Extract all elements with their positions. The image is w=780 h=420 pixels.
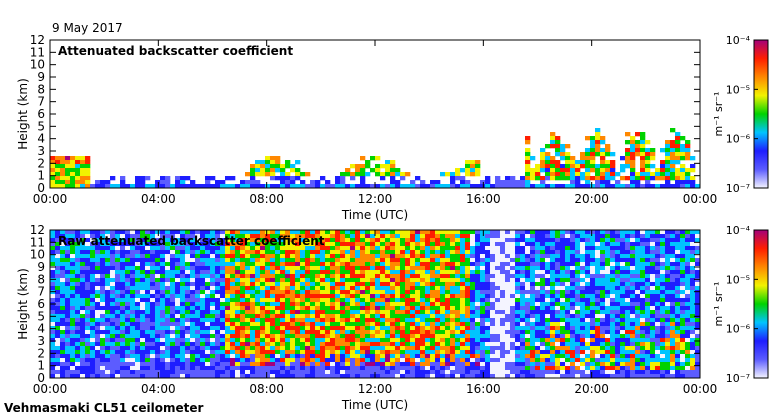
y-tick-label: 10	[30, 248, 45, 262]
y-tick-label: 4	[37, 132, 45, 146]
instrument-label: Vehmasmaki CL51 ceilometer	[4, 401, 204, 415]
y-tick-label: 3	[37, 144, 45, 158]
colorbar-tick-label: 10⁻⁷	[726, 372, 750, 385]
colorbar-gradient	[753, 229, 769, 379]
y-tick-label: 10	[30, 58, 45, 72]
colorbar-unit-label: m⁻¹ sr⁻¹	[712, 92, 725, 137]
y-tick-label: 5	[37, 309, 45, 323]
colorbar-tick-label: 10⁻⁶	[726, 133, 751, 146]
x-axis-label: Time (UTC)	[341, 398, 408, 412]
y-tick-label: 8	[37, 82, 45, 96]
y-tick-label: 8	[37, 272, 45, 286]
x-tick-label: 00:00	[683, 192, 718, 206]
x-tick-label: 12:00	[358, 192, 393, 206]
y-axis-label: Height (km)	[16, 268, 30, 339]
colorbar-1: 10⁻⁴ 10⁻⁵ 10⁻⁶ 10⁻⁷ m⁻¹ sr⁻¹	[712, 34, 769, 195]
y-tick-label: 2	[37, 156, 45, 170]
colorbar-tick-label: 10⁻⁵	[726, 83, 750, 96]
y-tick-label: 12	[30, 223, 45, 237]
colorbar-tick-label: 10⁻⁴	[726, 34, 751, 47]
panel-title: Raw attenuated backscatter coefficient	[58, 234, 325, 248]
x-tick-label: 08:00	[249, 382, 284, 396]
y-tick-label: 3	[37, 334, 45, 348]
x-tick-label: 08:00	[249, 192, 284, 206]
heatmap-cells	[50, 230, 701, 379]
y-tick-label: 4	[37, 322, 45, 336]
y-tick-label: 11	[30, 45, 45, 59]
y-tick-label: 5	[37, 119, 45, 133]
heatmap-cells	[50, 128, 701, 189]
x-tick-label: 12:00	[358, 382, 393, 396]
y-tick-label: 9	[37, 260, 45, 274]
x-tick-label: 16:00	[466, 382, 501, 396]
y-tick-label: 0	[37, 371, 45, 385]
y-tick-label: 9	[37, 70, 45, 84]
y-tick-label: 11	[30, 235, 45, 249]
colorbar-2: 10⁻⁴ 10⁻⁵ 10⁻⁶ 10⁻⁷ m⁻¹ sr⁻¹	[712, 224, 769, 385]
colorbar-unit-label: m⁻¹ sr⁻¹	[712, 282, 725, 327]
date-label: 9 May 2017	[52, 21, 123, 35]
y-tick-label: 7	[37, 285, 45, 299]
y-tick-label: 1	[37, 169, 45, 183]
x-tick-label: 20:00	[574, 192, 609, 206]
x-tick-label: 00:00	[33, 192, 68, 206]
y-tick-label: 2	[37, 346, 45, 360]
y-tick-label: 6	[37, 107, 45, 121]
panel-title: Attenuated backscatter coefficient	[58, 44, 293, 58]
colorbar-tick-label: 10⁻⁶	[726, 323, 751, 336]
x-tick-label: 00:00	[683, 382, 718, 396]
y-tick-label: 0	[37, 181, 45, 195]
colorbar-tick-label: 10⁻⁷	[726, 182, 750, 195]
x-tick-label: 16:00	[466, 192, 501, 206]
colorbar-tick-label: 10⁻⁴	[726, 224, 751, 237]
y-axis-label: Height (km)	[16, 78, 30, 149]
x-tick-label: 04:00	[141, 382, 176, 396]
x-tick-label: 20:00	[574, 382, 609, 396]
y-tick-label: 1	[37, 359, 45, 373]
colorbar-gradient	[753, 39, 769, 189]
y-tick-label: 7	[37, 95, 45, 109]
y-tick-label: 12	[30, 33, 45, 47]
x-tick-label: 00:00	[33, 382, 68, 396]
x-tick-label: 04:00	[141, 192, 176, 206]
colorbar-tick-label: 10⁻⁵	[726, 273, 750, 286]
y-tick-label: 6	[37, 297, 45, 311]
x-axis-label: Time (UTC)	[341, 208, 408, 222]
